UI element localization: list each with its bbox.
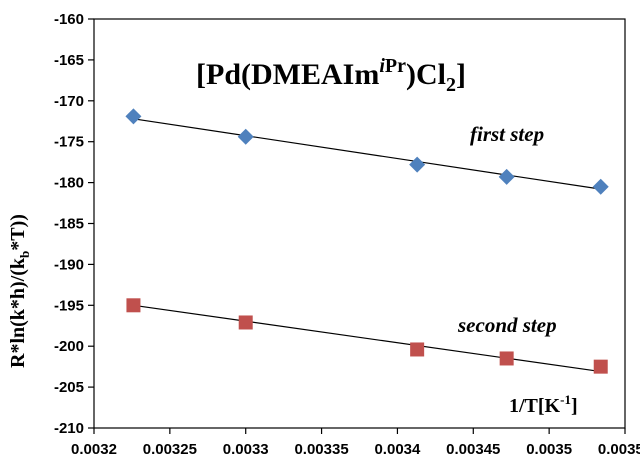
series-label-second-step: second step bbox=[457, 313, 557, 337]
x-label-main: 1/T[K bbox=[509, 395, 561, 417]
y-tick-label-10: -210 bbox=[54, 420, 84, 437]
point-first-step-0 bbox=[125, 108, 142, 125]
y-tick-label-8: -200 bbox=[54, 338, 84, 355]
x-tick-label-1: 0.00325 bbox=[143, 441, 197, 458]
y-tick-label-7: -195 bbox=[54, 297, 84, 314]
x-label-sup: -1 bbox=[560, 392, 571, 407]
title-middle: )Cl bbox=[406, 58, 446, 91]
point-second-step-2 bbox=[410, 342, 425, 357]
x-tick-label-3: 0.00335 bbox=[294, 441, 348, 458]
y-label-a: R*ln(k*h)/(k bbox=[7, 257, 29, 368]
y-tick-label-3: -175 bbox=[54, 134, 84, 151]
fit-lines bbox=[133, 118, 601, 373]
fit-line-first-step bbox=[133, 118, 601, 190]
series-label-first-step: first step bbox=[470, 122, 544, 146]
point-second-step-4 bbox=[593, 359, 608, 374]
y-tick-label-6: -190 bbox=[54, 256, 84, 273]
y-label-b: *T)) bbox=[7, 214, 29, 251]
x-tick-label-5: 0.00345 bbox=[446, 441, 500, 458]
plot-area bbox=[93, 18, 626, 429]
point-first-step-3 bbox=[498, 168, 515, 185]
point-second-step-1 bbox=[238, 315, 253, 330]
title-suffix: ] bbox=[456, 58, 466, 91]
y-tick-label-9: -205 bbox=[54, 379, 84, 396]
point-first-step-2 bbox=[409, 156, 426, 173]
x-label-tail: ] bbox=[571, 395, 578, 417]
point-second-step-0 bbox=[126, 298, 141, 313]
x-axis-label: 1/T[K-1] bbox=[509, 392, 578, 417]
x-tick-label-7: 0.00355 bbox=[598, 441, 640, 458]
chart-title: [Pd(DMEAImiPr)Cl2] bbox=[196, 55, 466, 96]
x-tick-label-0: 0.0032 bbox=[71, 441, 117, 458]
y-tick-label-2: -170 bbox=[54, 93, 84, 110]
y-tick-label-4: -180 bbox=[54, 175, 84, 192]
y-tick-label-5: -185 bbox=[54, 216, 84, 233]
y-axis-label: R*ln(k*h)/(kb*T)) bbox=[7, 214, 32, 368]
title-sup-italic: i bbox=[379, 55, 385, 77]
title-sup: Pr bbox=[385, 55, 406, 77]
y-tick-label-1: -165 bbox=[54, 52, 84, 69]
x-tick-label-6: 0.0035 bbox=[526, 441, 572, 458]
point-first-step-1 bbox=[237, 128, 254, 145]
x-tick-label-2: 0.0033 bbox=[223, 441, 269, 458]
point-first-step-4 bbox=[592, 178, 609, 195]
title-prefix: [Pd(DMEAIm bbox=[196, 58, 379, 91]
x-tick-label-4: 0.0034 bbox=[374, 441, 421, 458]
title-sub: 2 bbox=[446, 74, 456, 96]
point-second-step-3 bbox=[499, 351, 514, 366]
y-label-sub: b bbox=[17, 251, 32, 258]
x-axis-ticks: 0.0032 0.00325 0.0033 0.00335 0.0034 0.00345 0… bbox=[71, 428, 640, 458]
fit-line-second-step bbox=[133, 304, 601, 373]
data-points bbox=[125, 108, 609, 374]
y-tick-label-0: -160 bbox=[54, 11, 84, 28]
y-axis-ticks: -160 -165 -170 -175 -180 -185 -190 -195 -200 -205… bbox=[54, 11, 94, 437]
